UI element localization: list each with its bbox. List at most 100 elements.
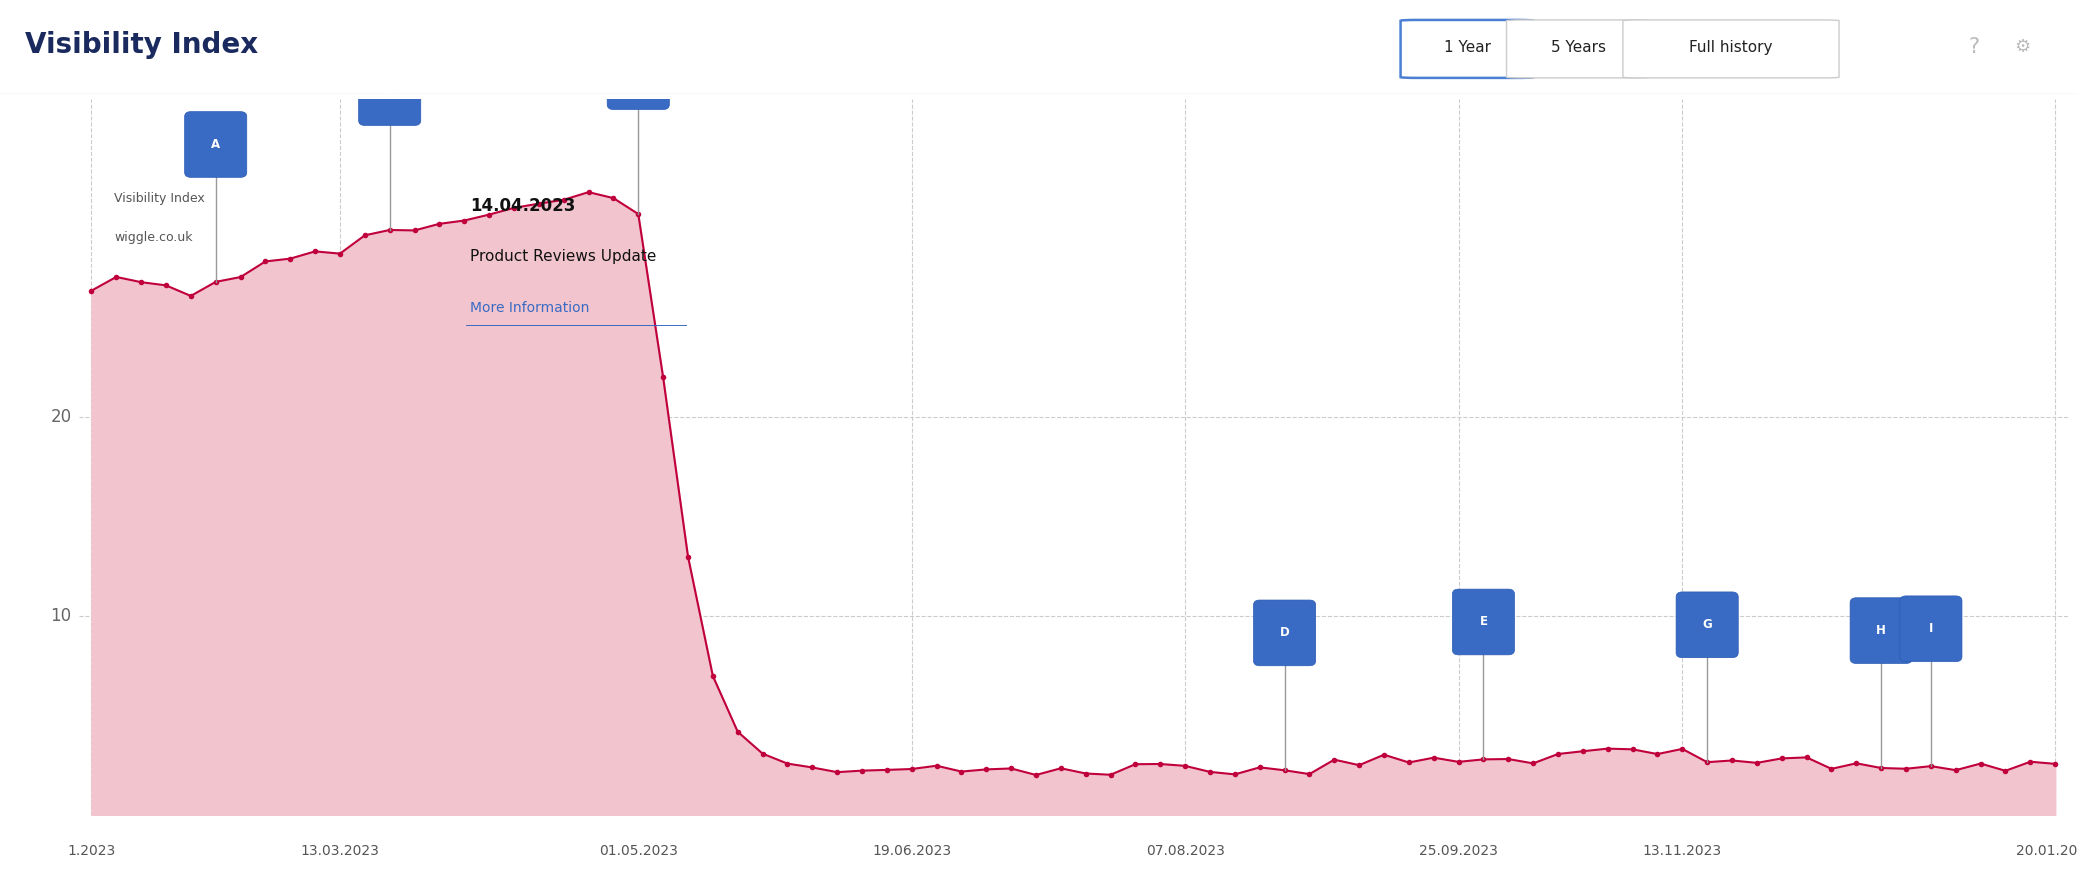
- FancyBboxPatch shape: [1677, 592, 1737, 658]
- Point: [1467, 753, 1500, 767]
- Point: [970, 762, 1004, 777]
- Text: D: D: [1280, 626, 1290, 640]
- Text: 19.06.2023: 19.06.2023: [873, 843, 952, 857]
- Point: [696, 668, 729, 683]
- Point: [1392, 755, 1426, 770]
- Point: [249, 254, 283, 269]
- FancyBboxPatch shape: [1401, 20, 1534, 78]
- Point: [299, 245, 332, 259]
- Point: [1642, 747, 1675, 762]
- Point: [1045, 761, 1078, 775]
- Point: [1293, 767, 1326, 781]
- FancyBboxPatch shape: [1623, 20, 1839, 78]
- Point: [1764, 751, 1797, 765]
- Point: [224, 270, 258, 284]
- Point: [472, 208, 505, 222]
- Point: [596, 191, 630, 205]
- Point: [2039, 757, 2072, 771]
- Text: Visibility Index: Visibility Index: [114, 193, 206, 205]
- Point: [995, 762, 1029, 776]
- Text: More Information: More Information: [470, 301, 590, 315]
- Point: [1592, 742, 1625, 756]
- Point: [1789, 750, 1822, 764]
- Point: [1243, 760, 1276, 774]
- Point: [497, 201, 530, 215]
- Point: [447, 213, 480, 228]
- Point: [199, 275, 233, 289]
- Point: [1989, 763, 2022, 778]
- Point: [571, 185, 605, 199]
- Point: [1417, 751, 1450, 765]
- Point: [1542, 747, 1575, 762]
- Point: [2014, 754, 2047, 769]
- Point: [1716, 754, 1750, 768]
- Point: [1342, 758, 1376, 772]
- FancyBboxPatch shape: [1253, 600, 1315, 666]
- Point: [75, 283, 108, 297]
- Point: [1118, 757, 1151, 771]
- Point: [646, 370, 680, 384]
- Text: ⚙: ⚙: [2014, 38, 2030, 56]
- Point: [1739, 755, 1773, 770]
- Point: [945, 764, 979, 779]
- Text: 25.09.2023: 25.09.2023: [1419, 843, 1498, 857]
- Point: [1914, 759, 1947, 773]
- Text: 14.04.2023: 14.04.2023: [470, 196, 576, 215]
- Point: [1889, 762, 1922, 776]
- Point: [1839, 756, 1872, 771]
- Text: E: E: [1480, 616, 1488, 628]
- Text: 20.01.2024: 20.01.2024: [2016, 843, 2078, 857]
- Point: [1143, 757, 1176, 771]
- Point: [1317, 753, 1351, 767]
- Point: [324, 246, 357, 261]
- Point: [621, 207, 655, 221]
- Text: Full history: Full history: [1689, 39, 1773, 55]
- Point: [1068, 766, 1101, 780]
- Point: [796, 761, 829, 775]
- Point: [1617, 742, 1650, 756]
- Point: [771, 756, 804, 771]
- Text: A: A: [212, 138, 220, 151]
- Point: [896, 762, 929, 776]
- Point: [1218, 767, 1251, 781]
- Point: [374, 223, 407, 237]
- Point: [522, 196, 555, 211]
- Text: 13.11.2023: 13.11.2023: [1644, 843, 1723, 857]
- Point: [846, 763, 879, 778]
- FancyBboxPatch shape: [1849, 598, 1912, 663]
- Point: [547, 193, 580, 207]
- Text: 13.03.2023: 13.03.2023: [301, 843, 380, 857]
- Point: [821, 765, 854, 780]
- Text: ?: ?: [1968, 37, 1980, 57]
- Point: [1093, 768, 1126, 782]
- Point: [1367, 747, 1401, 762]
- Point: [1691, 755, 1725, 770]
- Point: [1964, 756, 1997, 771]
- Text: 10: 10: [50, 607, 71, 625]
- Text: B: B: [384, 86, 395, 99]
- Text: 1 Year: 1 Year: [1444, 39, 1490, 55]
- Point: [1939, 763, 1972, 778]
- Text: wiggle.co.uk: wiggle.co.uk: [114, 231, 193, 245]
- Text: I: I: [1928, 622, 1933, 635]
- Point: [1567, 744, 1600, 758]
- Text: Product Reviews Update: Product Reviews Update: [470, 248, 657, 263]
- Point: [871, 762, 904, 777]
- Point: [1268, 763, 1301, 778]
- Point: [150, 278, 183, 292]
- FancyBboxPatch shape: [185, 112, 247, 177]
- Point: [125, 275, 158, 289]
- FancyBboxPatch shape: [1453, 590, 1515, 655]
- Text: Visibility Index: Visibility Index: [25, 31, 258, 59]
- Text: G: G: [1702, 618, 1712, 632]
- Text: 1.2023: 1.2023: [66, 843, 116, 857]
- Point: [1814, 762, 1847, 776]
- Point: [1020, 768, 1054, 782]
- Text: C: C: [634, 70, 642, 83]
- Point: [921, 759, 954, 773]
- Point: [746, 746, 779, 761]
- Point: [1442, 754, 1475, 769]
- Point: [349, 228, 382, 243]
- Text: 01.05.2023: 01.05.2023: [598, 843, 677, 857]
- Text: 5 Years: 5 Years: [1550, 39, 1606, 55]
